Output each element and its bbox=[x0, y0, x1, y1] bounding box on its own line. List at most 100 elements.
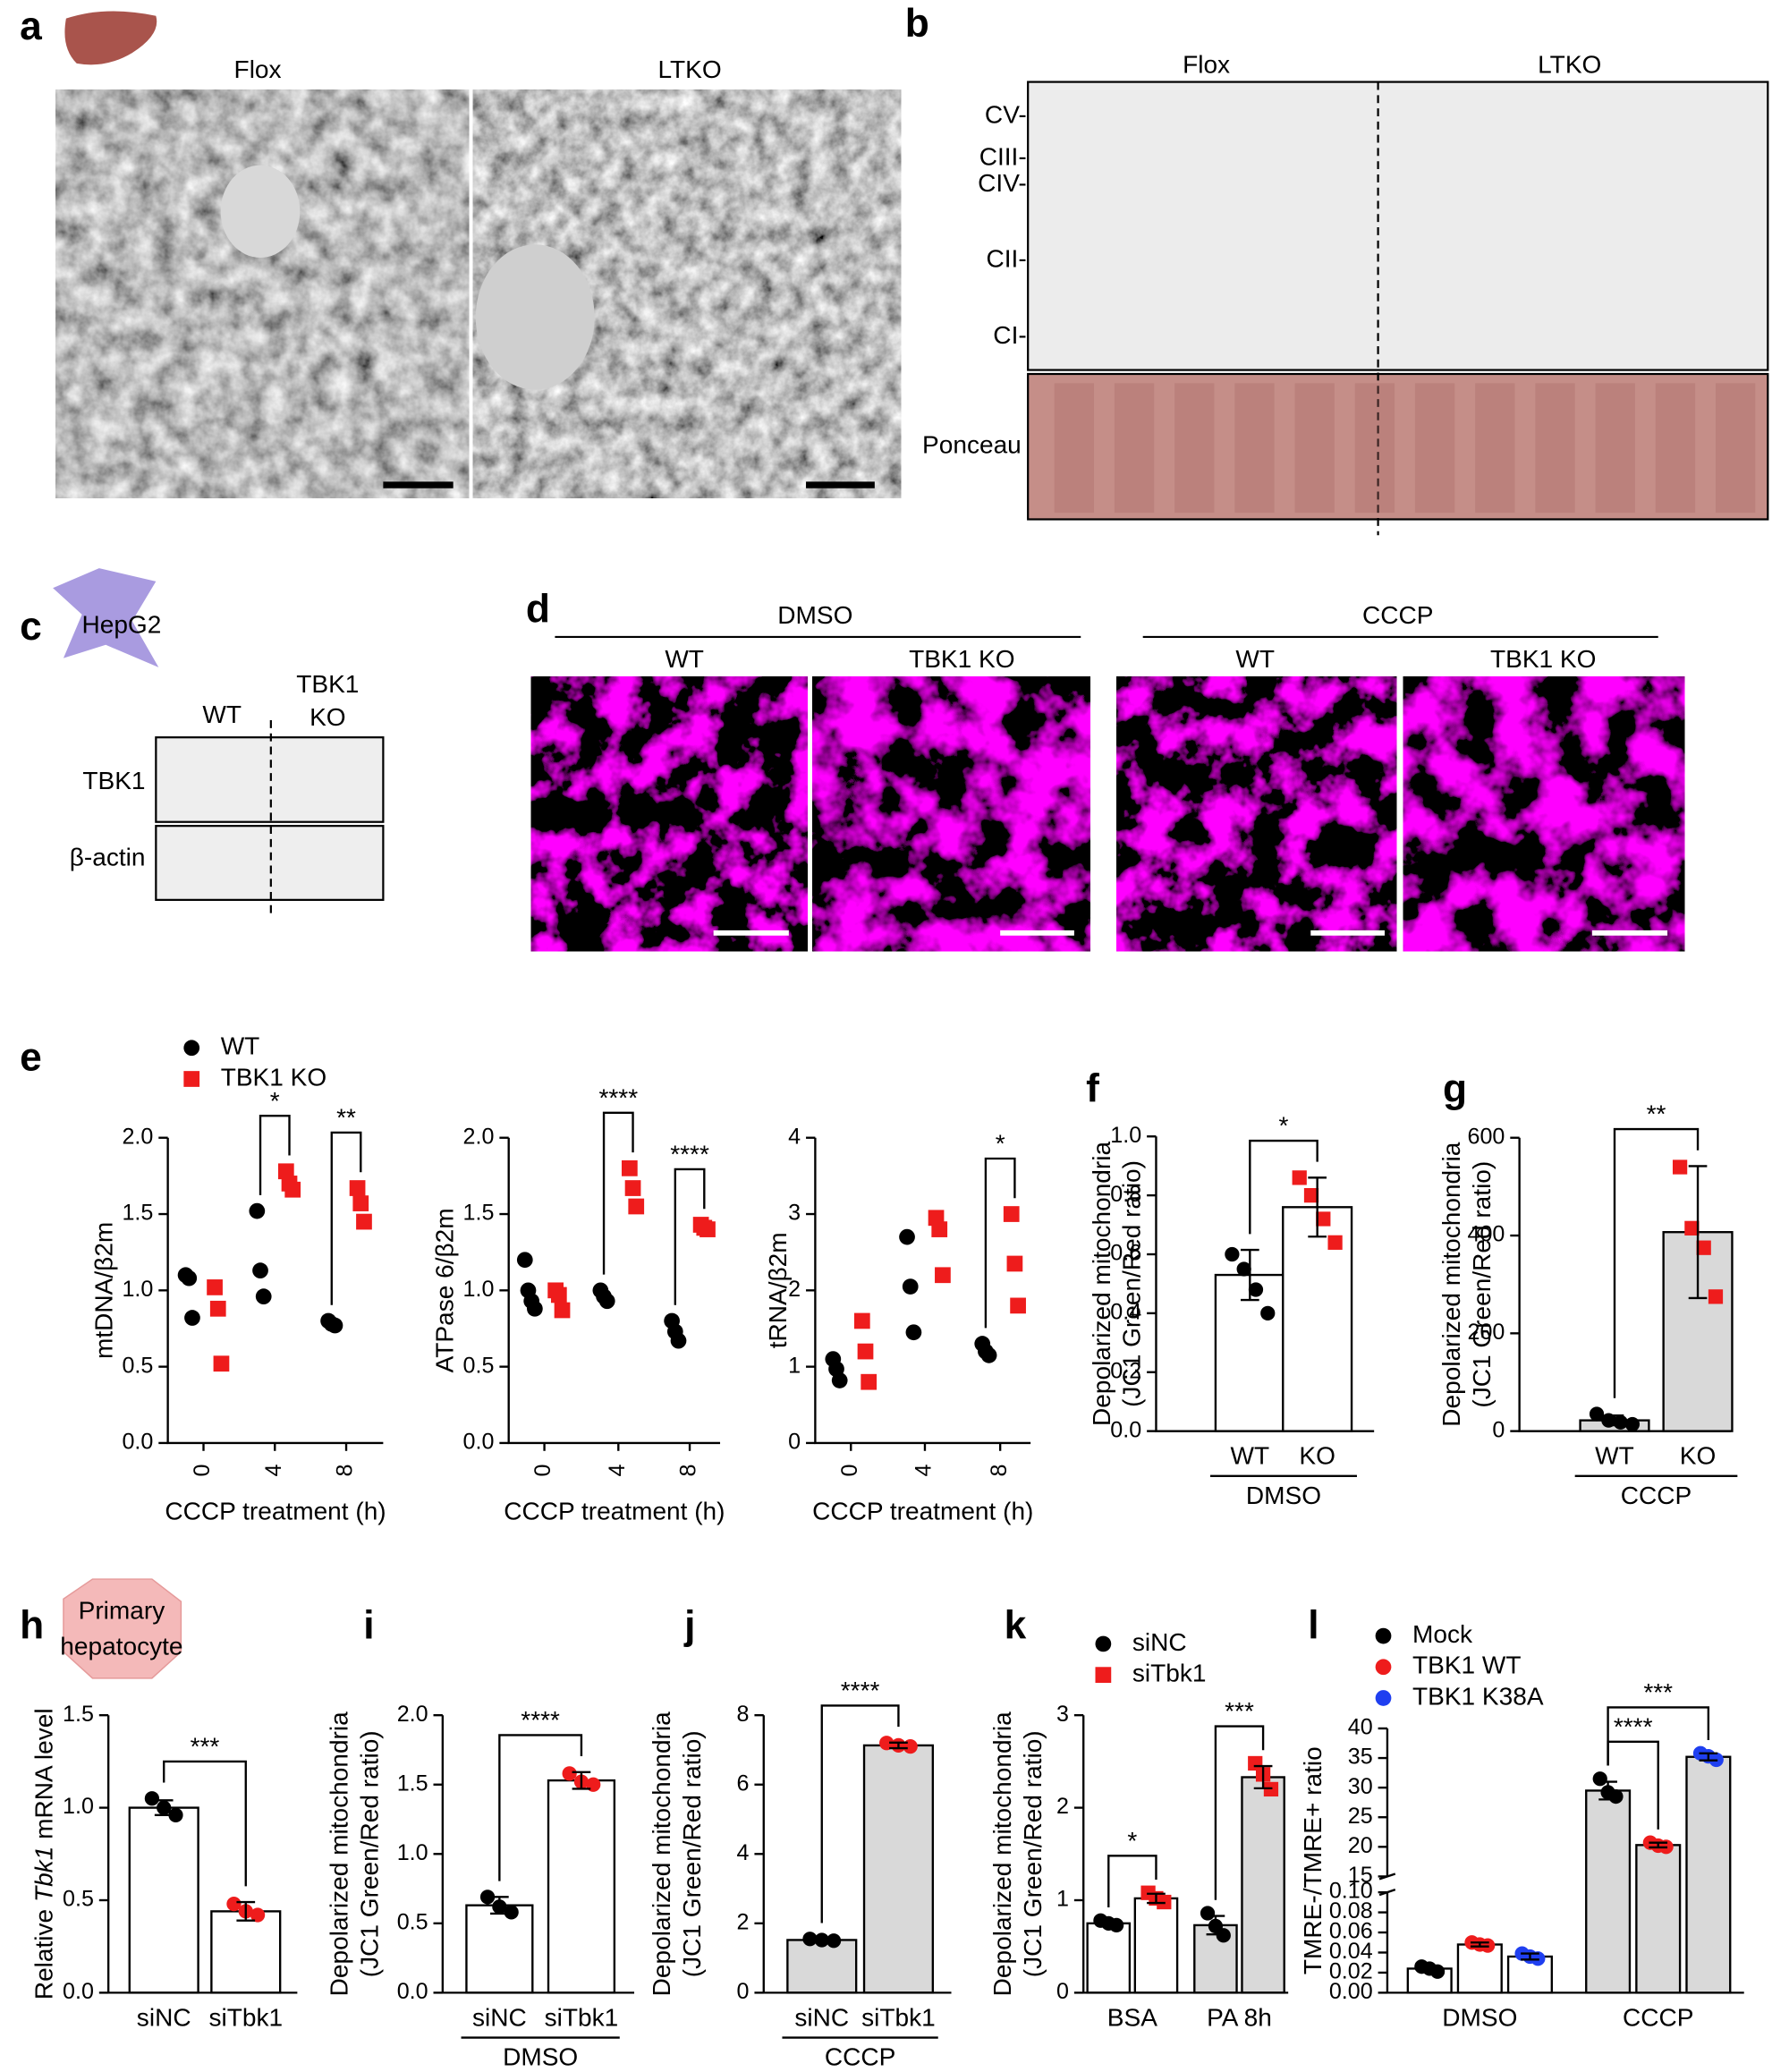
x-axis-label: CCCP treatment (h) bbox=[165, 1498, 386, 1525]
data-point bbox=[144, 1791, 160, 1806]
panel-letter: b bbox=[905, 2, 929, 46]
cell-label: Primary bbox=[79, 1596, 165, 1624]
y-axis-label: (JC1 Green/Red ratio) bbox=[678, 1730, 706, 1977]
y-tick-label: 0.0 bbox=[1110, 1417, 1141, 1442]
significance-bracket bbox=[820, 1704, 900, 1923]
y-tick-label: 2.0 bbox=[463, 1124, 495, 1149]
x-tick-label: 0 bbox=[530, 1465, 555, 1477]
data-point bbox=[1316, 1211, 1331, 1227]
data-point bbox=[516, 1252, 533, 1269]
y-tick-label: 0.02 bbox=[1329, 1959, 1373, 1984]
y-axis-label-part: Tbk1 bbox=[30, 1847, 58, 1902]
data-point bbox=[699, 1221, 716, 1237]
significance-bracket bbox=[602, 1111, 634, 1275]
legend-label: WT bbox=[221, 1032, 260, 1060]
significance-label: **** bbox=[841, 1677, 880, 1704]
legend-label: TBK1 K38A bbox=[1412, 1682, 1544, 1710]
significance-label: *** bbox=[191, 1733, 220, 1761]
data-point bbox=[250, 1907, 266, 1923]
y-tick-label: 1.0 bbox=[463, 1277, 495, 1302]
data-point bbox=[1003, 1206, 1020, 1222]
group-label: CCCP bbox=[825, 2043, 895, 2071]
x-tick-label: 8 bbox=[676, 1465, 701, 1477]
y-axis-label: Depolarized mitochondria bbox=[1437, 1142, 1465, 1426]
axes bbox=[507, 1137, 721, 1445]
data-point bbox=[861, 1373, 878, 1390]
data-point bbox=[326, 1317, 343, 1334]
band-label: CV- bbox=[985, 100, 1027, 128]
data-point bbox=[1327, 1235, 1343, 1250]
bar bbox=[210, 1910, 282, 1994]
legend-label: siTbk1 bbox=[1132, 1660, 1207, 1687]
y-tick-label: 2.0 bbox=[397, 1702, 428, 1727]
y-tick-label: 0.06 bbox=[1329, 1919, 1373, 1944]
data-point bbox=[249, 1202, 266, 1219]
y-tick-label: 15 bbox=[1348, 1863, 1373, 1888]
data-point bbox=[1200, 1906, 1216, 1921]
protein-label: TBK1 bbox=[82, 767, 145, 794]
x-tick-label: 8 bbox=[987, 1465, 1012, 1477]
x-tick-label: CCCP bbox=[1623, 2003, 1693, 2031]
hepatocyte-icon bbox=[63, 1578, 182, 1679]
y-axis-label: TMRE-/TMRE+ ratio bbox=[1299, 1746, 1327, 1974]
y-axis-label: ATPase 6/β2m bbox=[431, 1208, 459, 1372]
data-point bbox=[826, 1933, 842, 1949]
em-image-flox bbox=[54, 88, 471, 500]
blot-label: Flox bbox=[1183, 50, 1230, 78]
x-tick-label: siTbk1 bbox=[861, 2003, 936, 2031]
x-tick-label: BSA bbox=[1107, 2003, 1157, 2031]
panel-letter: f bbox=[1086, 1067, 1099, 1111]
significance-label: **** bbox=[1614, 1712, 1653, 1740]
y-tick-label: 25 bbox=[1348, 1804, 1373, 1829]
data-point bbox=[1672, 1159, 1688, 1175]
data-point bbox=[831, 1372, 848, 1388]
y-tick-label: 2 bbox=[1056, 1794, 1069, 1819]
y-tick-label: 0.04 bbox=[1329, 1939, 1373, 1964]
y-tick-label: 2.0 bbox=[122, 1124, 153, 1149]
significance-bracket bbox=[984, 1157, 1016, 1329]
condition-label: TBK1 KO bbox=[1490, 645, 1596, 673]
data-point bbox=[1601, 1413, 1616, 1428]
y-tick-label: 8 bbox=[737, 1702, 750, 1727]
data-point bbox=[554, 1302, 571, 1319]
data-point bbox=[1010, 1297, 1026, 1314]
y-tick-label: 0.0 bbox=[63, 1979, 94, 2004]
panel-letter: c bbox=[20, 605, 42, 649]
lipid-droplet bbox=[220, 165, 301, 259]
error-bar bbox=[1147, 1892, 1166, 1905]
y-axis-label-part: Relative bbox=[30, 1902, 58, 2000]
error-bar bbox=[154, 1799, 174, 1817]
y-tick-label: 0.10 bbox=[1329, 1879, 1373, 1904]
data-point bbox=[1375, 1690, 1392, 1706]
y-tick-label: 1 bbox=[1056, 1887, 1069, 1912]
y-tick-label: 0.8 bbox=[1110, 1182, 1141, 1207]
lane-label: KO bbox=[309, 703, 346, 731]
error-bar bbox=[490, 1896, 509, 1915]
data-point bbox=[1248, 1282, 1264, 1297]
lane-label: WT bbox=[202, 701, 242, 728]
significance-label: ** bbox=[1647, 1100, 1666, 1128]
data-point bbox=[931, 1221, 948, 1237]
y-tick-label: 3 bbox=[1056, 1702, 1069, 1727]
y-tick-label: 1.0 bbox=[1110, 1123, 1141, 1148]
group-label: CCCP bbox=[1362, 601, 1433, 629]
confocal-image bbox=[1403, 676, 1685, 952]
x-tick-label: DMSO bbox=[1442, 2003, 1517, 2031]
y-axis-label: (JC1 Green/Red ratio) bbox=[1019, 1730, 1047, 1977]
y-axis-label: (JC1 Green/Red ratio) bbox=[1118, 1160, 1146, 1407]
significance-label: *** bbox=[1225, 1697, 1254, 1725]
y-tick-label: 0 bbox=[737, 1979, 750, 2004]
y-tick-label: 1 bbox=[788, 1353, 801, 1378]
y-tick-label: 0 bbox=[1056, 1979, 1069, 2004]
error-bar bbox=[1308, 1176, 1327, 1238]
significance-bracket bbox=[1107, 1855, 1157, 1907]
y-tick-label: 2 bbox=[788, 1277, 801, 1302]
y-tick-label: 0.5 bbox=[397, 1909, 428, 1934]
y-tick-label: 1.5 bbox=[397, 1771, 428, 1796]
bar bbox=[1456, 1943, 1503, 1994]
data-point bbox=[550, 1287, 567, 1303]
confocal-image bbox=[812, 676, 1090, 952]
data-point bbox=[352, 1195, 369, 1211]
y-tick-label: 0.0 bbox=[463, 1430, 495, 1455]
legend-label: TBK1 KO bbox=[221, 1063, 326, 1091]
